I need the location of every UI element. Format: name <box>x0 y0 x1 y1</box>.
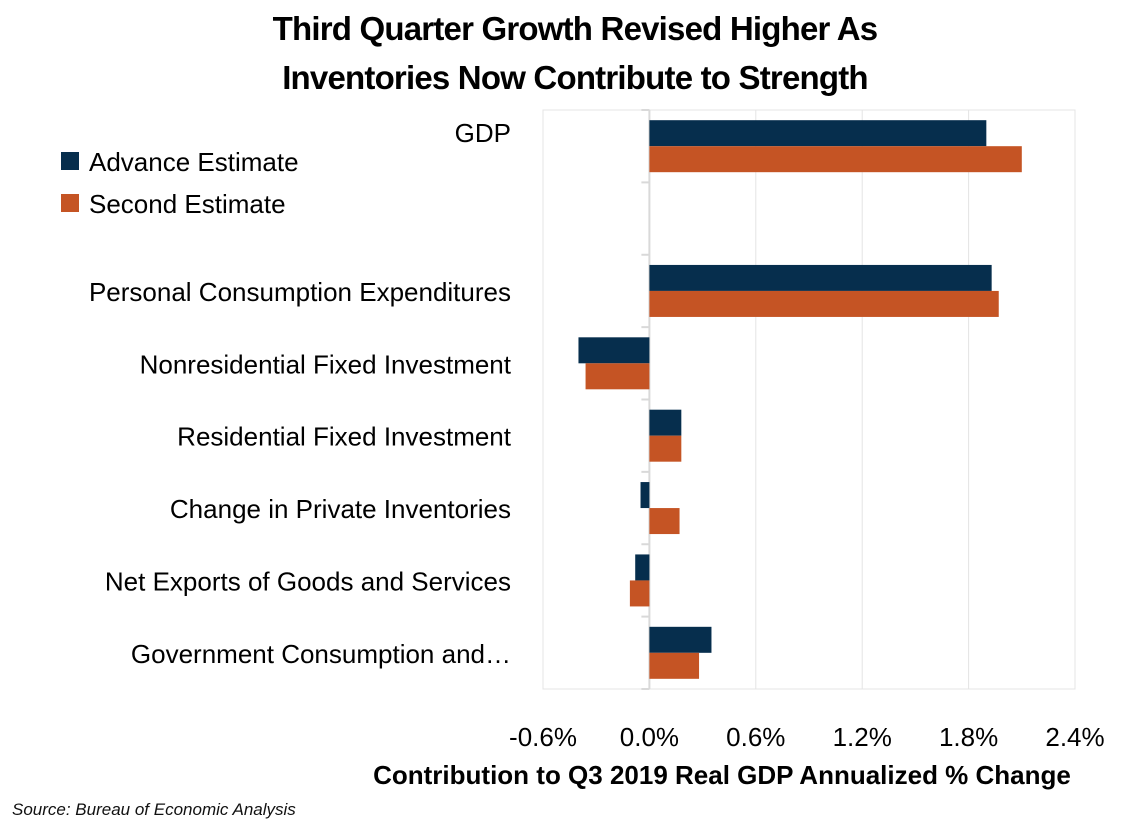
x-tick-label: -0.6% <box>509 722 577 752</box>
category-label: GDP <box>455 118 511 148</box>
x-tick-label: 2.4% <box>1045 722 1104 752</box>
chart-title-line-2: Inventories Now Contribute to Strength <box>282 59 868 96</box>
x-tick-label: 1.2% <box>833 722 892 752</box>
category-label: Net Exports of Goods and Services <box>105 566 511 596</box>
category-label: Nonresidential Fixed Investment <box>140 349 512 379</box>
bar-advance <box>649 626 712 653</box>
bar-second <box>585 363 650 390</box>
bar-advance <box>649 264 992 291</box>
bar-second <box>649 290 999 317</box>
x-tick-label: 0.6% <box>726 722 785 752</box>
source-note: Source: Bureau of Economic Analysis <box>12 800 296 819</box>
bar-advance <box>649 409 682 436</box>
legend-swatch <box>61 152 79 170</box>
bar-advance <box>578 337 650 364</box>
bar-second <box>649 652 700 679</box>
bar-advance <box>635 554 650 581</box>
legend-swatch <box>61 194 79 212</box>
legend-label: Second Estimate <box>89 189 286 219</box>
category-label: Personal Consumption Expenditures <box>89 277 511 307</box>
x-axis-title: Contribution to Q3 2019 Real GDP Annuali… <box>373 760 1071 790</box>
chart-title-line-1: Third Quarter Growth Revised Higher As <box>272 10 878 47</box>
x-tick-label: 0.0% <box>620 722 679 752</box>
bar-second <box>649 146 1022 173</box>
x-tick-label: 1.8% <box>939 722 998 752</box>
plot-area-border <box>542 109 1076 690</box>
bar-second <box>629 580 650 607</box>
category-label: Change in Private Inventories <box>170 494 511 524</box>
bar-advance <box>640 482 650 509</box>
bar-advance <box>649 120 987 147</box>
category-label: Residential Fixed Investment <box>177 422 512 452</box>
bar-second <box>649 435 682 462</box>
legend-label: Advance Estimate <box>89 147 299 177</box>
category-label: Government Consumption and… <box>131 639 511 669</box>
bar-second <box>649 508 680 535</box>
